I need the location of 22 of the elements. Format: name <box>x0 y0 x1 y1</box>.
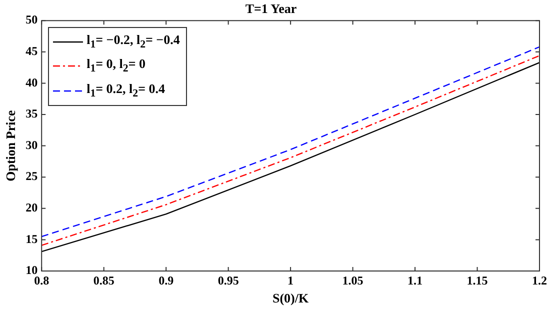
x-tick-label: 1.1 <box>408 273 423 288</box>
x-tick-label: 1.15 <box>466 273 488 288</box>
chart-title: T=1 Year <box>245 1 297 16</box>
y-tick-label: 20 <box>26 200 38 214</box>
y-tick-label: 40 <box>26 75 38 90</box>
y-tick-label: 30 <box>26 138 38 152</box>
legend-label: l$_{1}$= −0.2, l$_{2}$= −0.4 <box>86 30 180 52</box>
x-tick-label: 1 <box>288 273 294 288</box>
x-tick-label: 1.2 <box>532 273 547 288</box>
x-tick-label: 0.95 <box>218 273 239 288</box>
y-tick-label: 45 <box>26 44 38 58</box>
legend-label: l$_{1}$= 0.2, l$_{2}$= 0.4 <box>86 80 166 102</box>
legend-label: l$_{1}$= 0, l$_{2}$= 0 <box>86 55 146 77</box>
x-tick-label: 1.05 <box>342 273 364 288</box>
y-tick-label: 50 <box>26 12 38 27</box>
y-tick-label: 35 <box>26 106 38 121</box>
y-tick-label: 25 <box>26 169 38 184</box>
x-tick-label: 0.85 <box>93 273 114 288</box>
x-tick-label: 0.9 <box>158 273 174 288</box>
y-tick-label: 15 <box>26 232 38 246</box>
x-axis-title: S(0)/K <box>272 290 310 306</box>
y-axis-title: Option Price <box>3 110 18 182</box>
